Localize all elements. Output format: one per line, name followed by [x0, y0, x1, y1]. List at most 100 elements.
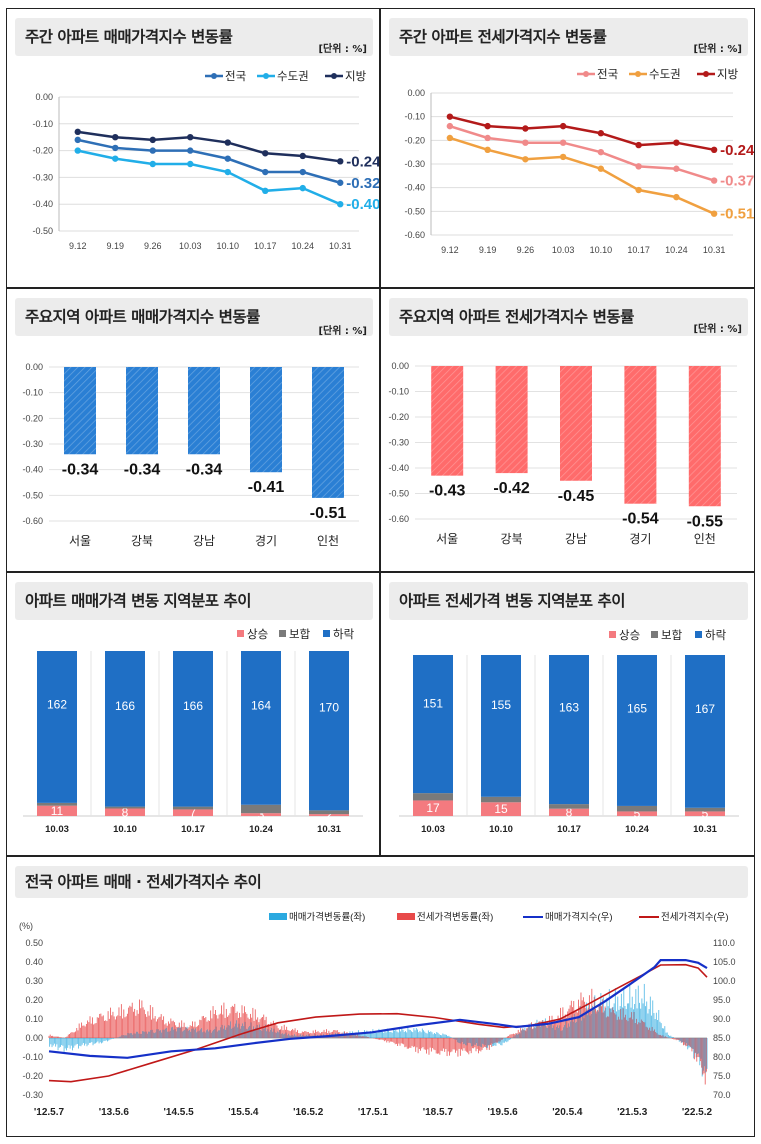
weekly-jeonse-panel: 주간 아파트 전세가격지수 변동률 [단위 : %] 0.00 -0.10 -0.2…: [380, 8, 755, 288]
data-point: [484, 146, 491, 153]
x-tick-label: '16.5.2: [293, 1107, 324, 1118]
stack-segment-1: [413, 800, 453, 816]
x-tick-label: 10.03: [552, 245, 575, 255]
dist-jeonse-panel: 아파트 전세가격 변동 지역분포 추이 17815110.0315615510.…: [380, 572, 755, 856]
x-tick-label: 10.31: [329, 241, 352, 251]
legend-label: 수도권: [277, 69, 309, 83]
data-point: [262, 150, 269, 157]
y-right-tick-label: 110.0: [713, 938, 735, 948]
panel-title: 전국 아파트 매매 · 전세가격지수 추이: [15, 866, 748, 898]
y-tick-label: 0.00: [35, 92, 53, 102]
bar-value-label: -0.34: [62, 461, 99, 478]
segment-value-label: 5: [634, 807, 641, 821]
category-label: 강북: [501, 532, 523, 546]
stack-segment-1: [309, 814, 349, 816]
x-tick-label: 9.26: [144, 241, 162, 251]
data-point: [224, 139, 231, 146]
legend-label: 전세가격지수(우): [661, 911, 729, 923]
data-point: [673, 165, 680, 172]
dist-jeonse-chart: 17815110.0315615510.108516310.175616510.…: [399, 628, 739, 835]
y-left-tick-label: -0.20: [22, 1071, 43, 1081]
category-label: 10.03: [421, 824, 445, 835]
stack-segment-2: [241, 804, 281, 814]
legend-label: 전국: [225, 69, 246, 83]
bar: [64, 367, 96, 455]
y-tick-label: -0.10: [404, 112, 425, 122]
category-label: 경기: [255, 534, 277, 548]
y-left-tick-label: 0.50: [25, 938, 43, 948]
region-sale-panel: 주요지역 아파트 매매가격지수 변동률 [단위 : %] 0.00 -0.10 -0…: [6, 288, 380, 572]
legend-marker: [695, 631, 702, 638]
segment-value-label: 167: [695, 702, 715, 716]
y-left-tick-label: 0.10: [25, 1014, 43, 1024]
end-value-label: -0.24: [720, 142, 755, 159]
end-value-label: -0.24: [346, 153, 380, 170]
panel-title: 주간 아파트 전세가격지수 변동률: [389, 18, 748, 56]
segment-value-label: 155: [491, 698, 511, 712]
y-tick-label: -0.10: [22, 388, 43, 398]
y-tick-label: -0.10: [388, 387, 409, 397]
y-right-tick-label: 85.0: [713, 1033, 731, 1043]
y-tick-label: -0.60: [404, 230, 425, 240]
data-point: [522, 125, 529, 132]
legend-label: 매매가격지수(우): [545, 911, 613, 923]
legend-marker-dot: [703, 71, 709, 77]
segment-value-label: 17: [426, 801, 440, 815]
data-point: [635, 186, 642, 194]
data-point: [224, 155, 231, 162]
stack-segment-2: [173, 806, 213, 810]
stack-segment-2: [685, 807, 725, 812]
x-tick-label: 10.17: [627, 245, 650, 255]
y-right-tick-label: 100.0: [713, 976, 736, 986]
category-label: 10.31: [317, 824, 341, 835]
segment-value-label: 163: [559, 701, 579, 715]
data-point: [597, 148, 605, 156]
panel-title: 주간 아파트 매매가격지수 변동률: [15, 18, 373, 56]
bar-value-label: -0.34: [186, 461, 223, 478]
data-point: [187, 134, 194, 141]
data-point: [262, 168, 269, 176]
x-tick-label: '19.5.6: [488, 1107, 519, 1118]
stack-segment-1: [105, 808, 145, 816]
x-tick-label: 9.19: [479, 245, 497, 255]
y-tick-label: -0.40: [388, 463, 409, 473]
y-tick-label: -0.60: [22, 516, 43, 526]
y-tick-label: -0.30: [22, 439, 43, 449]
series-line-1: [77, 138, 341, 184]
legend-marker-dot: [635, 71, 641, 77]
x-tick-label: '22.5.2: [682, 1107, 713, 1118]
x-tick-label: 9.26: [517, 245, 535, 255]
legend-marker: [269, 913, 287, 920]
unit-label: [단위 : %]: [693, 44, 742, 55]
data-point: [635, 141, 642, 149]
stack-segment-1: [37, 805, 77, 816]
panel-title: 주요지역 아파트 전세가격지수 변동률: [389, 298, 748, 336]
data-point: [522, 139, 529, 146]
y-tick-label: -0.50: [388, 489, 409, 499]
end-value-label: -0.32: [346, 175, 380, 192]
unit-label: [단위 : %]: [693, 324, 742, 335]
y-left-tick-label: -0.30: [22, 1090, 43, 1100]
stack-segment-2: [617, 805, 657, 812]
data-point: [710, 210, 718, 217]
y-tick-label: -0.40: [404, 183, 425, 193]
data-point: [112, 134, 119, 141]
end-value-label: -0.40: [346, 196, 380, 213]
legend-label: 상승: [619, 628, 640, 642]
data-point: [299, 168, 306, 176]
category-label: 10.24: [625, 824, 649, 835]
y-tick-label: 0.00: [391, 361, 409, 371]
region-sale-chart: 0.00 -0.10 -0.20 -0.30 -0.40 -0.50 -0.60 -0.34 서…: [22, 362, 359, 548]
series-line-2: [77, 149, 341, 206]
stack-segment-2: [481, 796, 521, 803]
stack-segment-2: [413, 793, 453, 801]
segment-value-label: 7: [190, 806, 197, 820]
data-point: [484, 134, 491, 142]
long-trend-panel: 전국 아파트 매매 · 전세가격지수 추이 (%) 0.50 0.40 0.30 0.2…: [6, 856, 755, 1137]
segment-value-label: 166: [115, 699, 135, 713]
legend-marker: [279, 630, 286, 637]
end-value-label: -0.51: [720, 206, 754, 223]
stack-segment-1: [549, 808, 589, 816]
data-point: [559, 153, 567, 161]
weekly-sale-panel: 주간 아파트 매매가격지수 변동률 [단위 : %] 0.00 -0.10 -0.2…: [6, 8, 380, 288]
